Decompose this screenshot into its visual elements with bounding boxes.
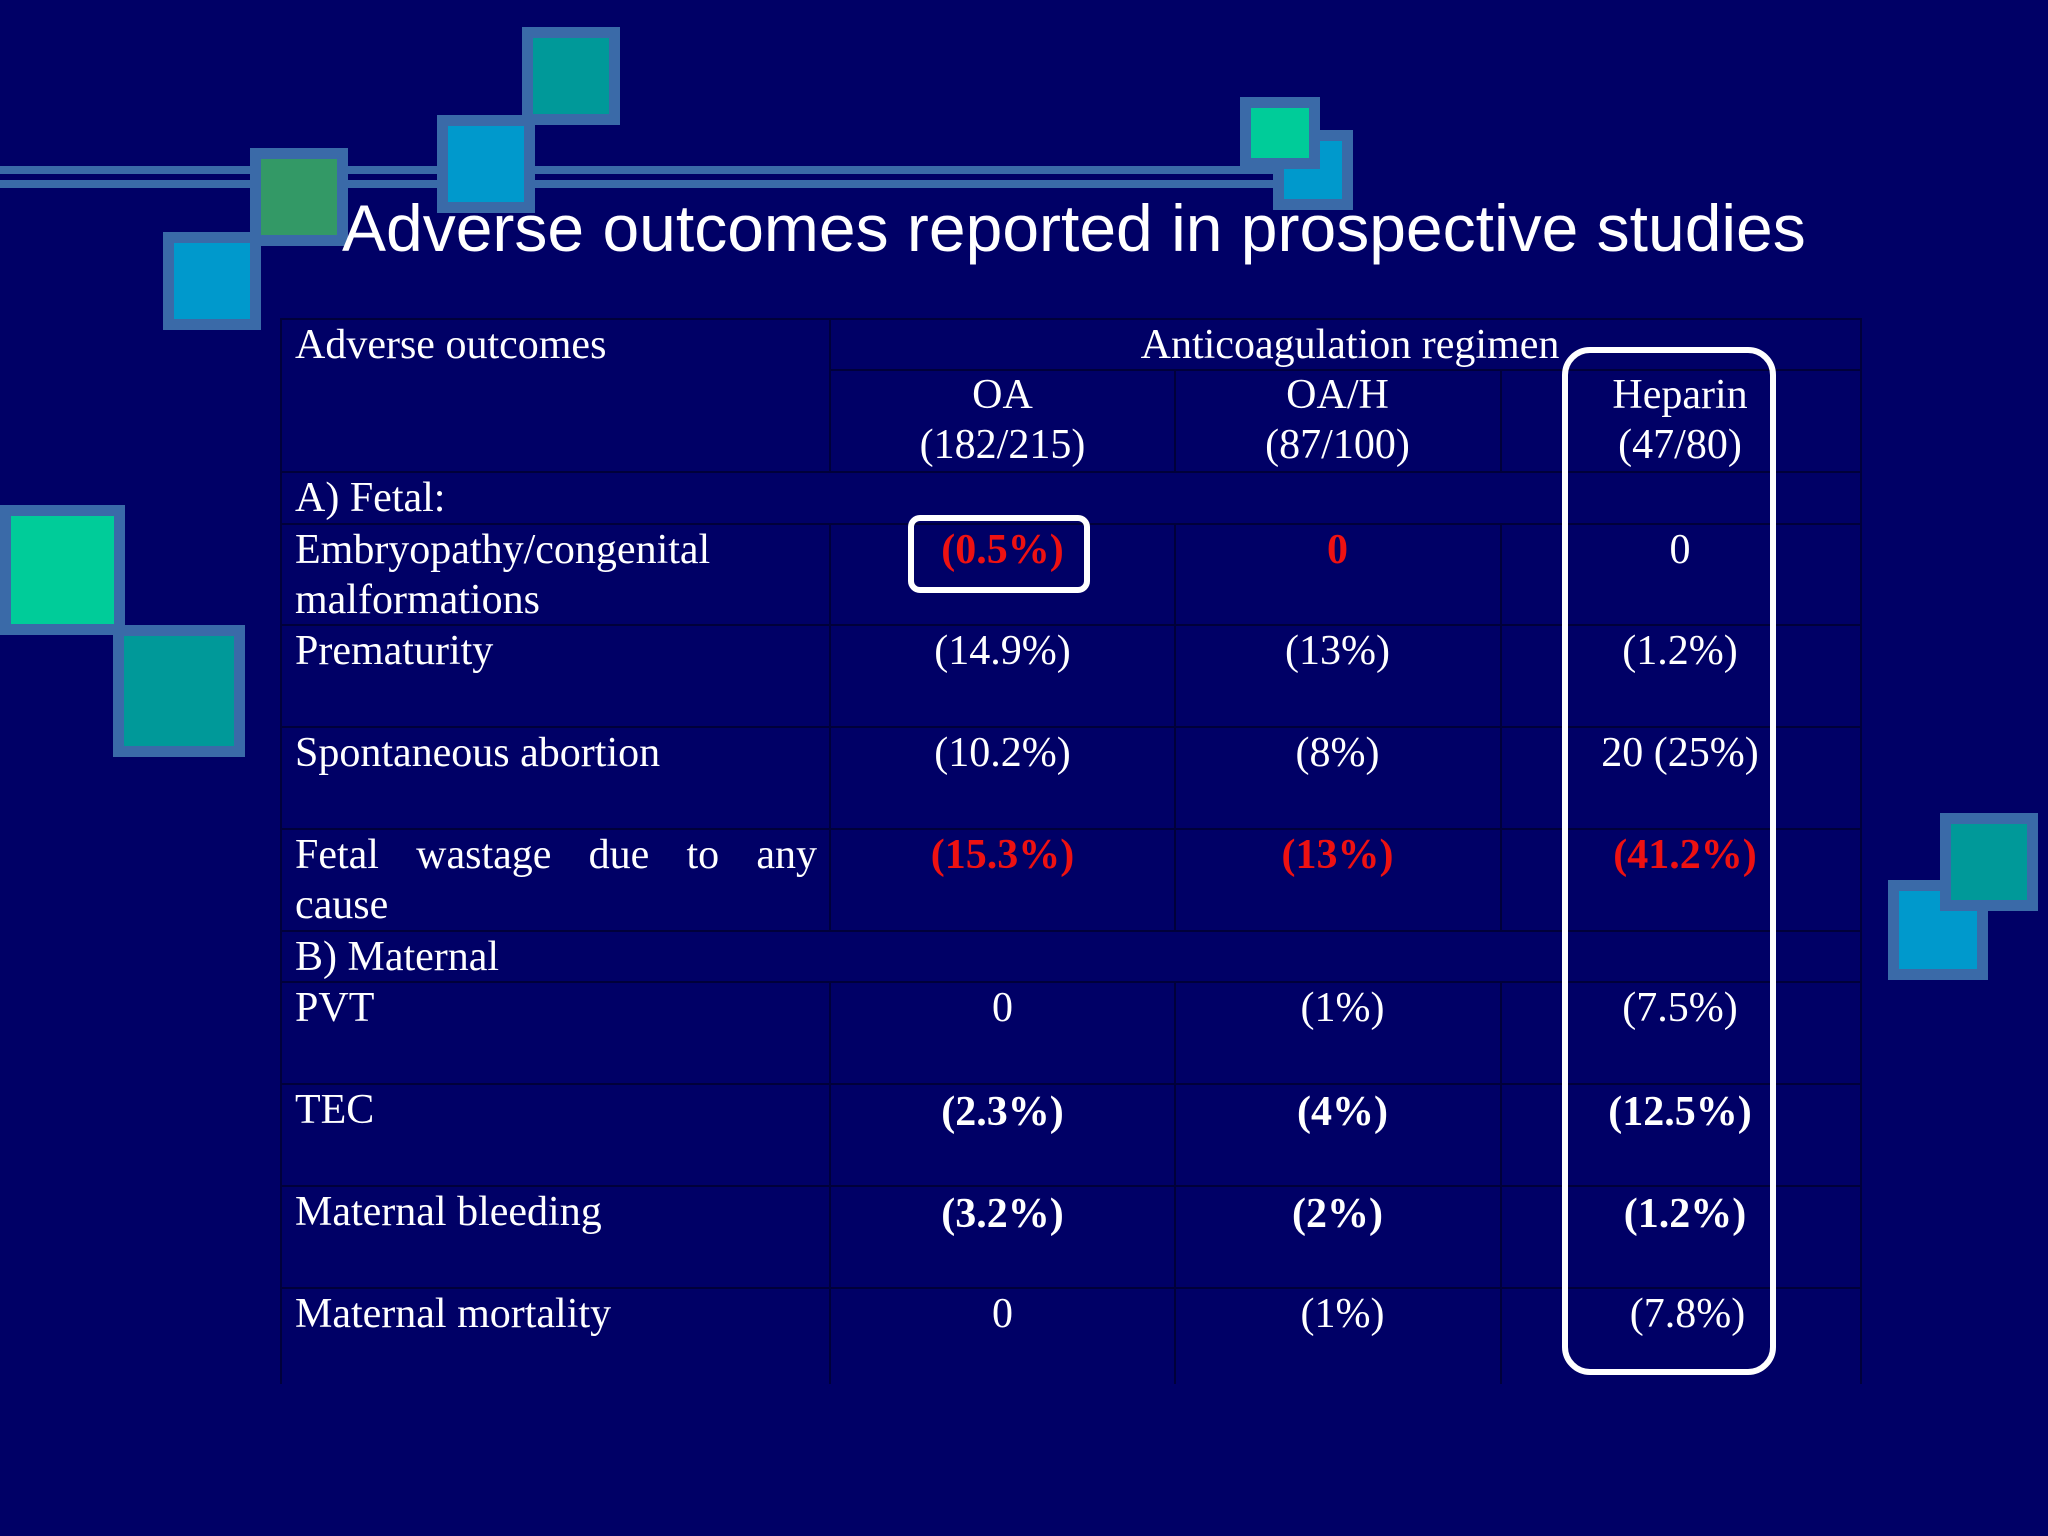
column-count-oa-h: (87/100) bbox=[1265, 422, 1410, 468]
row-label: Prematurity bbox=[295, 628, 494, 674]
row-label: Maternal mortality bbox=[295, 1291, 612, 1337]
cell-oa: (3.2%) bbox=[941, 1191, 1064, 1237]
cell-oa-h: (4%) bbox=[1297, 1089, 1388, 1135]
cell-heparin: (7.8%) bbox=[1629, 1291, 1746, 1337]
decor-square bbox=[1240, 97, 1320, 169]
table-rule bbox=[280, 471, 1862, 473]
table-rule bbox=[280, 981, 1862, 983]
table-rule bbox=[280, 930, 1862, 932]
row-label: Fetal wastage due to any bbox=[295, 832, 817, 878]
cell-oa-h: (1%) bbox=[1300, 1291, 1385, 1337]
cell-heparin: (12.5%) bbox=[1608, 1089, 1752, 1135]
table-rule bbox=[829, 523, 831, 931]
cell-heparin: (41.2%) bbox=[1613, 832, 1757, 878]
table-rule bbox=[280, 624, 1862, 626]
slide-title: Adverse outcomes reported in prospective… bbox=[342, 191, 1806, 265]
table-rule bbox=[1860, 318, 1862, 1384]
decor-line bbox=[0, 166, 1275, 174]
decor-square bbox=[1940, 813, 2038, 911]
table-rule bbox=[1500, 523, 1502, 931]
header-adverse-outcomes: Adverse outcomes bbox=[295, 322, 607, 368]
cell-oa-h: (2%) bbox=[1292, 1191, 1383, 1237]
table-rule bbox=[280, 726, 1862, 728]
table-rule bbox=[1174, 369, 1176, 471]
cell-heparin: 0 bbox=[1669, 527, 1691, 573]
cell-heparin: (1.2%) bbox=[1622, 628, 1738, 674]
column-header-oa-h: OA/H bbox=[1286, 372, 1389, 418]
decor-line bbox=[0, 180, 1275, 188]
table-rule bbox=[280, 1083, 1862, 1085]
decor-square bbox=[250, 148, 348, 246]
row-label: PVT bbox=[295, 985, 375, 1031]
cell-oa-h: 0 bbox=[1327, 527, 1348, 573]
row-label: Embryopathy/congenital bbox=[295, 527, 711, 573]
cell-oa-h: (13%) bbox=[1285, 628, 1390, 674]
row-label: Maternal bleeding bbox=[295, 1189, 602, 1235]
table-rule bbox=[830, 369, 1862, 371]
decor-square bbox=[1888, 880, 1988, 980]
table-rule bbox=[280, 523, 1862, 525]
cell-heparin: 20 (25%) bbox=[1601, 730, 1759, 776]
section-fetal: A) Fetal: bbox=[295, 475, 446, 521]
decor-square bbox=[522, 27, 620, 125]
table-rule bbox=[1174, 981, 1176, 1384]
row-label: malformations bbox=[295, 577, 540, 623]
table-rule bbox=[280, 318, 1862, 320]
table-rule bbox=[1500, 369, 1502, 471]
table-rule bbox=[829, 318, 831, 471]
row-label: TEC bbox=[295, 1087, 375, 1133]
decor-square bbox=[113, 625, 245, 757]
cell-heparin: (1.2%) bbox=[1623, 1191, 1747, 1237]
cell-oa-h: (1%) bbox=[1300, 985, 1385, 1031]
column-count-oa: (182/215) bbox=[919, 422, 1086, 468]
table-rule bbox=[280, 1287, 1862, 1289]
table-rule bbox=[1500, 981, 1502, 1384]
cell-oa-h: (13%) bbox=[1281, 832, 1394, 878]
cell-oa: (10.2%) bbox=[934, 730, 1071, 776]
cell-oa: 0 bbox=[992, 1291, 1013, 1337]
cell-oa: (14.9%) bbox=[934, 628, 1071, 674]
table-rule bbox=[1174, 523, 1176, 931]
table-rule bbox=[280, 1185, 1862, 1187]
highlight-box-heparin-column bbox=[1562, 347, 1776, 1375]
column-header-oa: OA bbox=[972, 372, 1033, 418]
table-rule bbox=[280, 828, 1862, 830]
cell-heparin: (7.5%) bbox=[1622, 985, 1738, 1031]
highlight-box-embryopathy-oa bbox=[908, 515, 1090, 593]
row-label: cause bbox=[295, 882, 389, 928]
table-rule bbox=[280, 318, 282, 1384]
cell-oa: 0 bbox=[992, 985, 1013, 1031]
cell-oa: (0.5%) bbox=[941, 527, 1064, 573]
column-header-heparin: Heparin bbox=[1612, 372, 1748, 418]
column-count-heparin: (47/80) bbox=[1618, 422, 1742, 468]
table-rule bbox=[829, 981, 831, 1384]
header-anticoagulation-regimen: Anticoagulation regimen bbox=[1140, 322, 1560, 368]
cell-oa: (2.3%) bbox=[941, 1089, 1064, 1135]
decor-square bbox=[437, 115, 535, 213]
cell-oa: (15.3%) bbox=[930, 832, 1075, 878]
decor-square bbox=[163, 232, 261, 330]
cell-oa-h: (8%) bbox=[1295, 730, 1380, 776]
decor-square bbox=[0, 505, 125, 635]
section-maternal: B) Maternal bbox=[295, 934, 500, 980]
row-label: Spontaneous abortion bbox=[295, 730, 661, 776]
